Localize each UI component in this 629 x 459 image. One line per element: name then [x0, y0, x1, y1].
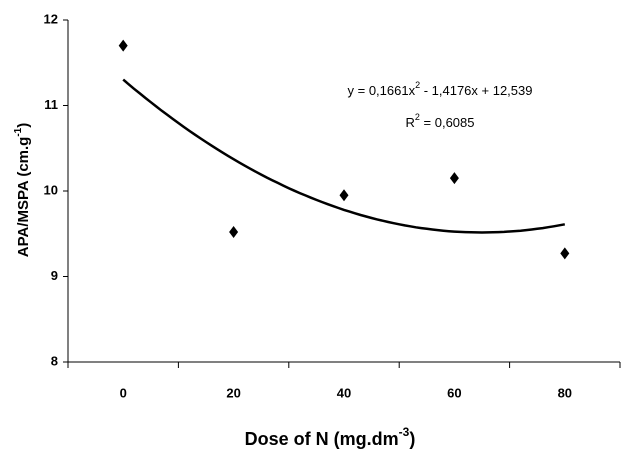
y-tick-label: 11 [44, 97, 58, 112]
point [229, 226, 239, 239]
y-axis-title: APA/MSPA (cm.g-1) [13, 123, 32, 257]
trend-r2: R2 = 0,6085 [406, 112, 475, 130]
x-tick-label: 60 [447, 385, 461, 400]
x-tick-label: 40 [337, 385, 351, 400]
x-tick-label: 20 [226, 385, 240, 400]
trend-equation: y = 0,1661x2 - 1,4176x + 12,539 [348, 80, 533, 98]
x-tick-label: 0 [120, 385, 127, 400]
point [339, 189, 349, 202]
y-tick-label: 10 [44, 182, 58, 197]
x-tick-label: 80 [558, 385, 572, 400]
x-axis-title: Dose of N (mg.dm-3) [245, 425, 416, 449]
point [449, 172, 459, 185]
y-tick-label: 9 [51, 268, 58, 283]
trendline [122, 78, 566, 234]
y-tick-label: 12 [44, 11, 58, 26]
point [560, 247, 570, 260]
y-tick-label: 8 [51, 353, 58, 368]
point [118, 39, 128, 52]
